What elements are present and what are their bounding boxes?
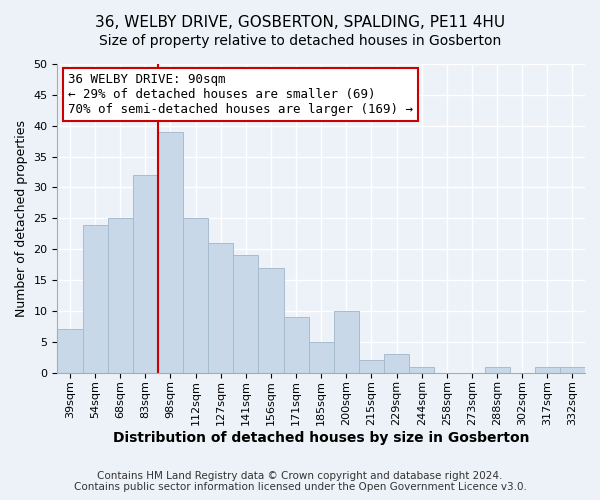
Text: 36 WELBY DRIVE: 90sqm
← 29% of detached houses are smaller (69)
70% of semi-deta: 36 WELBY DRIVE: 90sqm ← 29% of detached … — [68, 74, 413, 116]
Bar — [359, 360, 384, 372]
Bar — [133, 175, 158, 372]
Bar — [308, 342, 334, 372]
Bar — [158, 132, 183, 372]
Bar — [58, 330, 83, 372]
Bar — [83, 224, 107, 372]
Bar — [384, 354, 409, 372]
Bar — [560, 366, 585, 372]
Y-axis label: Number of detached properties: Number of detached properties — [15, 120, 28, 317]
Bar — [107, 218, 133, 372]
Bar — [183, 218, 208, 372]
Bar — [485, 366, 509, 372]
Bar — [259, 268, 284, 372]
Bar — [334, 311, 359, 372]
Text: 36, WELBY DRIVE, GOSBERTON, SPALDING, PE11 4HU: 36, WELBY DRIVE, GOSBERTON, SPALDING, PE… — [95, 15, 505, 30]
Bar — [409, 366, 434, 372]
Text: Contains HM Land Registry data © Crown copyright and database right 2024.
Contai: Contains HM Land Registry data © Crown c… — [74, 471, 526, 492]
Bar — [208, 243, 233, 372]
Bar — [284, 317, 308, 372]
Text: Size of property relative to detached houses in Gosberton: Size of property relative to detached ho… — [99, 34, 501, 48]
Bar — [233, 256, 259, 372]
X-axis label: Distribution of detached houses by size in Gosberton: Distribution of detached houses by size … — [113, 431, 529, 445]
Bar — [535, 366, 560, 372]
